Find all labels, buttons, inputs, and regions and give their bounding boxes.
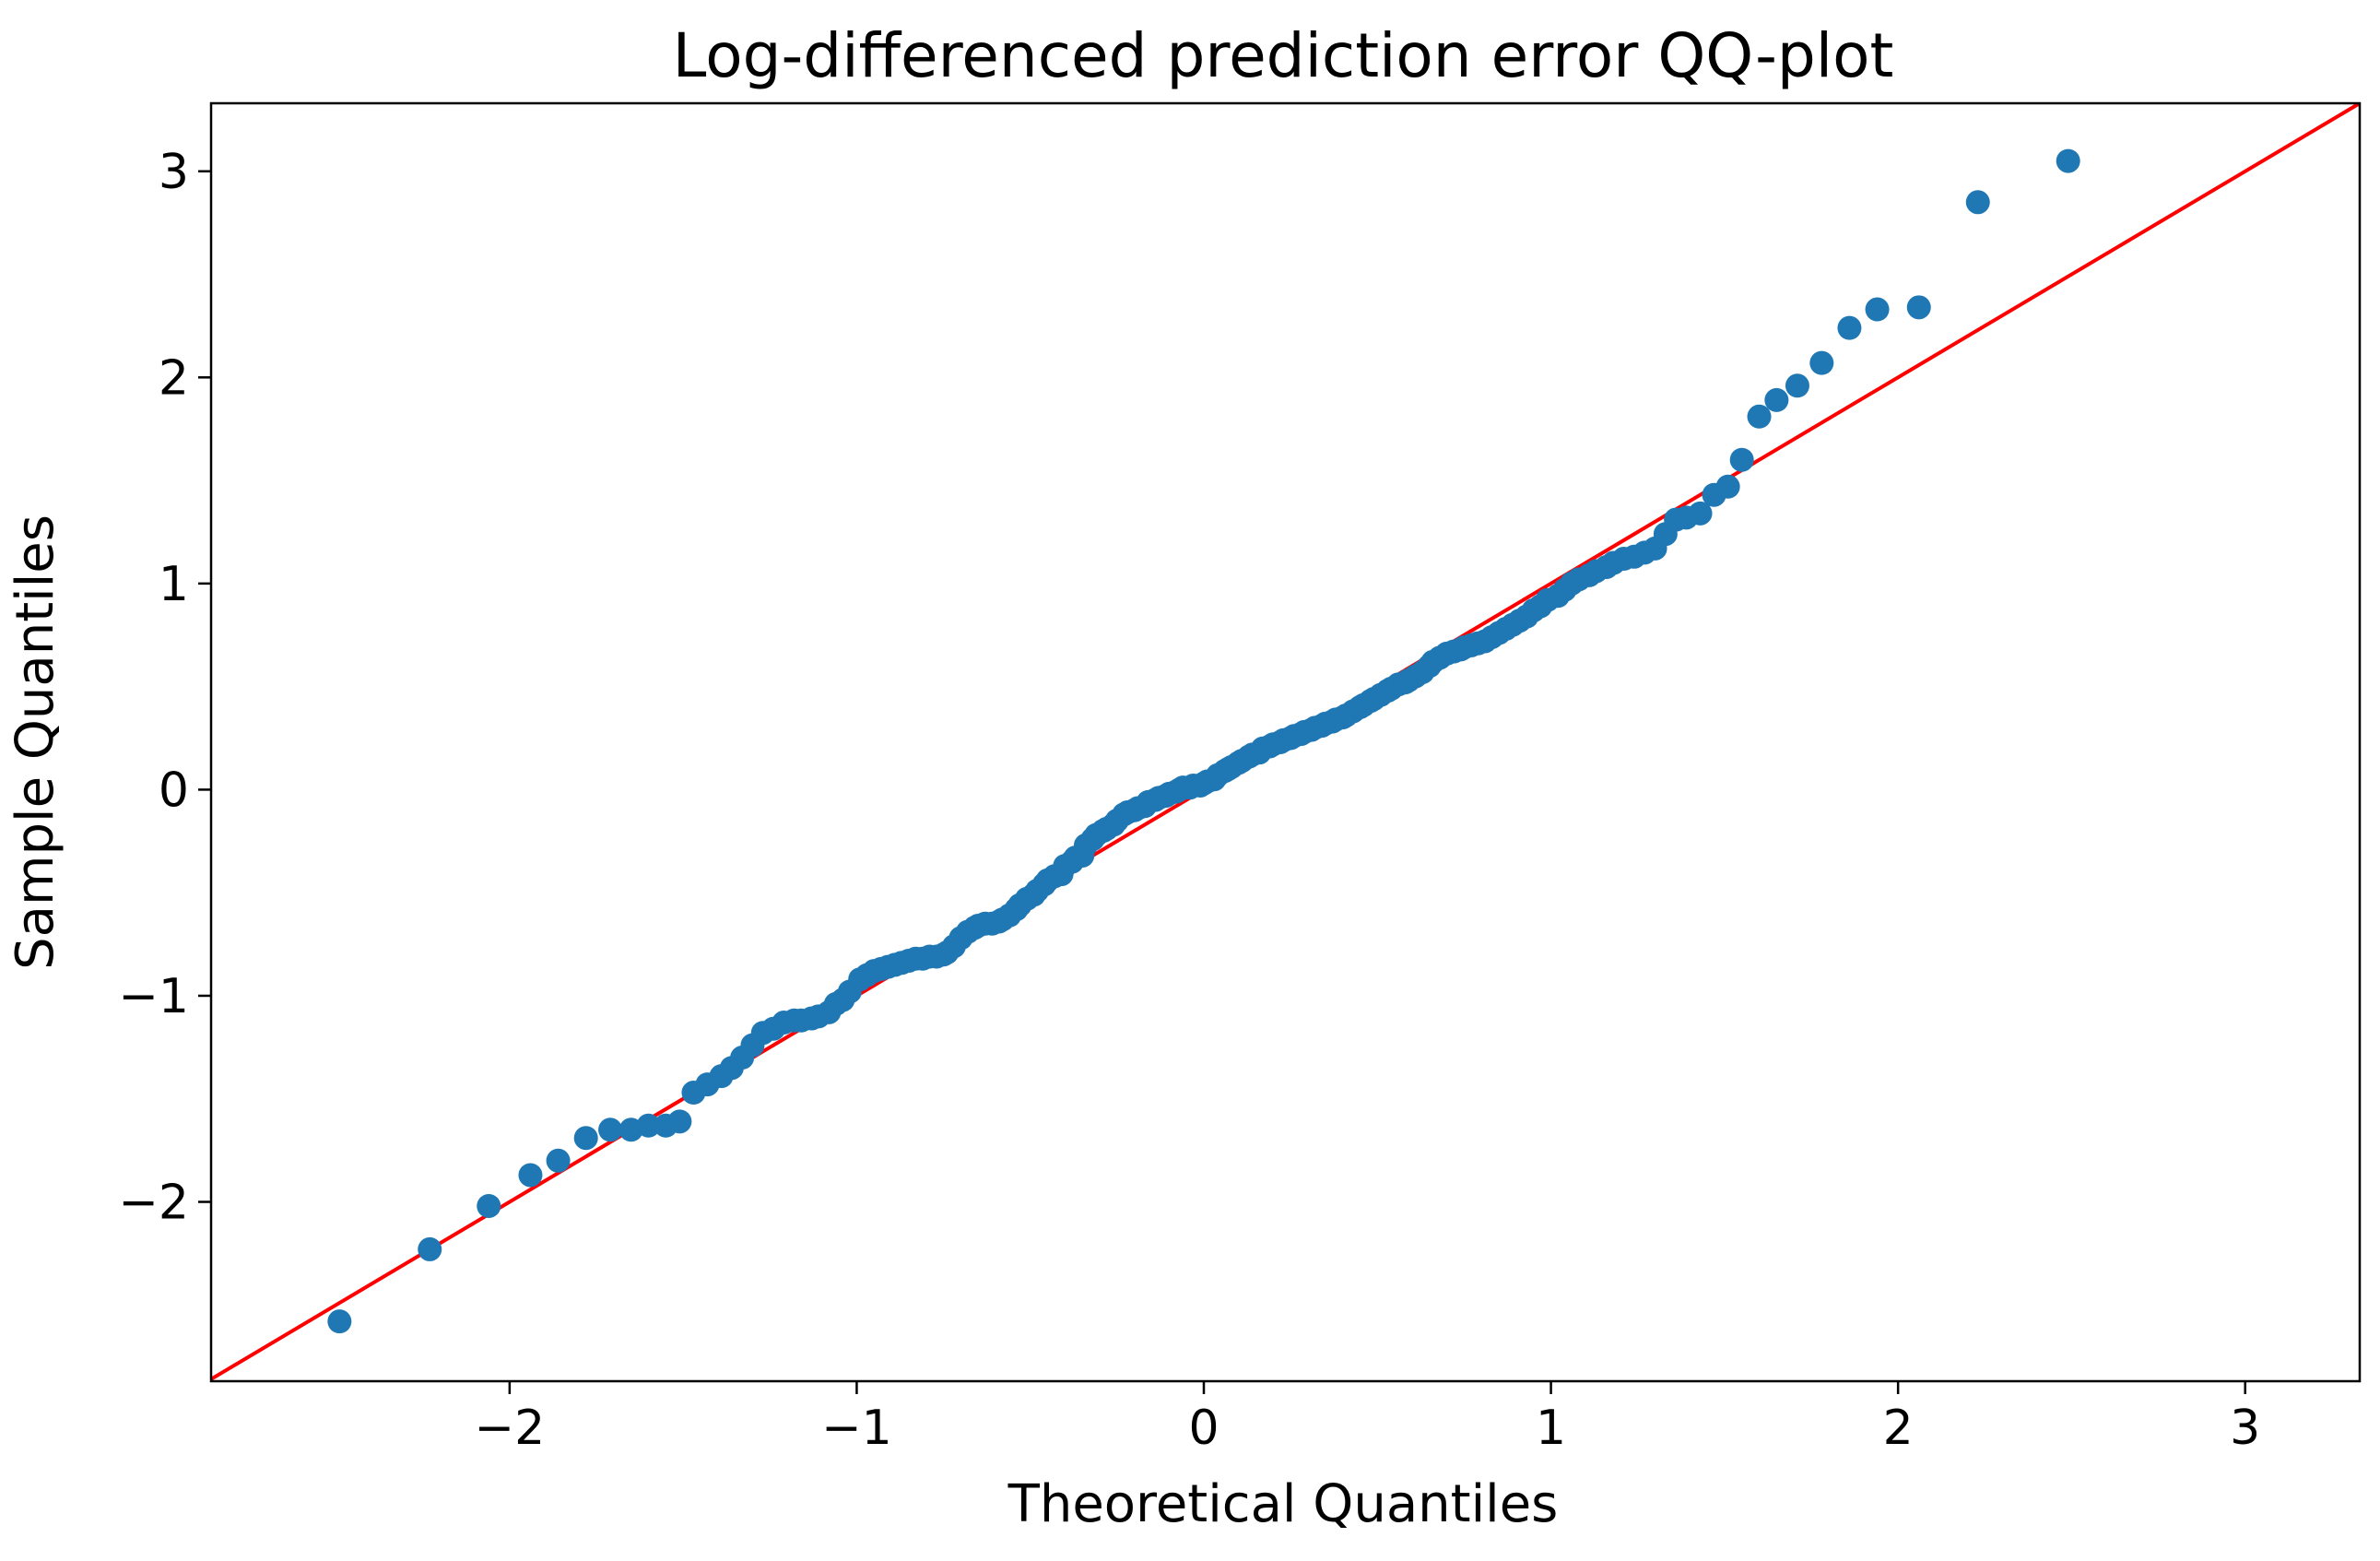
data-point — [1965, 190, 1990, 215]
data-point — [1747, 404, 1772, 429]
data-point — [2056, 148, 2080, 173]
chart-title: Log-differenced prediction error QQ-plot — [673, 20, 1894, 91]
data-point — [477, 1193, 501, 1218]
data-point — [1809, 350, 1834, 375]
x-tick-label: 3 — [2230, 1401, 2260, 1456]
x-tick-label: 1 — [1536, 1401, 1566, 1456]
plot-frame — [209, 101, 2362, 1383]
data-point — [1785, 373, 1809, 398]
x-tick-label: −1 — [821, 1401, 892, 1456]
x-axis-ticks: −2 −1 0 1 2 3 — [475, 1381, 2260, 1456]
data-point — [573, 1126, 598, 1151]
data-point — [418, 1236, 442, 1261]
y-tick-label: −1 — [118, 969, 189, 1024]
data-point — [518, 1163, 543, 1188]
y-tick-label: 2 — [159, 350, 189, 406]
data-point — [1837, 315, 1862, 340]
data-point — [1715, 474, 1740, 499]
y-tick-label: 1 — [159, 557, 189, 612]
x-axis-label: Theoretical Quantiles — [1007, 1474, 1559, 1534]
data-points — [327, 148, 2080, 1334]
data-point — [1688, 501, 1713, 526]
data-point — [1906, 295, 1931, 320]
data-point — [1865, 297, 1890, 322]
y-axis-label: Sample Quantiles — [6, 514, 65, 970]
data-point — [598, 1118, 623, 1142]
data-point — [1729, 447, 1754, 472]
y-axis-ticks: −2 −1 0 1 2 3 — [118, 145, 211, 1231]
x-tick-label: −2 — [475, 1401, 546, 1456]
data-point — [327, 1309, 352, 1334]
data-point — [1764, 387, 1789, 412]
x-tick-label: 2 — [1883, 1401, 1914, 1456]
x-tick-label: 0 — [1188, 1401, 1219, 1456]
data-point — [667, 1109, 692, 1134]
y-tick-label: 0 — [159, 763, 189, 818]
data-point — [636, 1113, 661, 1138]
data-point — [546, 1148, 571, 1173]
y-tick-label: −2 — [118, 1176, 189, 1231]
y-tick-label: 3 — [159, 145, 189, 200]
